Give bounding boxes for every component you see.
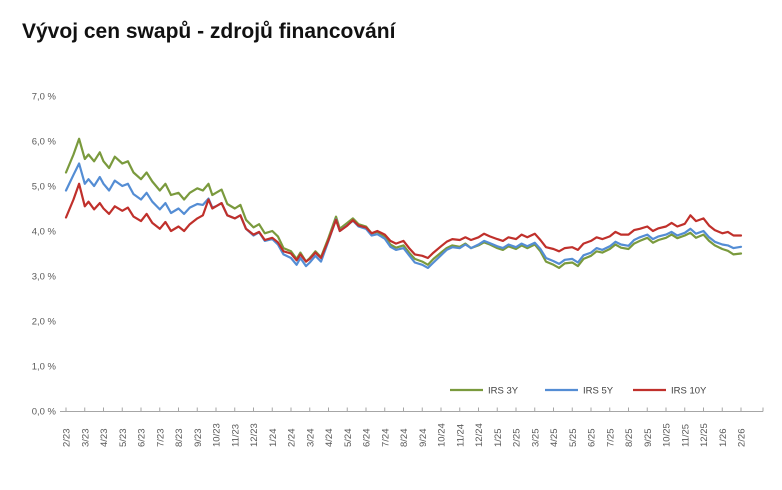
x-axis-label: 7/23: [155, 429, 166, 448]
legend-label-irs-5y: IRS 5Y: [583, 386, 614, 397]
x-axis-label: 4/24: [324, 429, 335, 448]
x-axis-label: 11/24: [455, 424, 466, 447]
legend-label-irs-10y: IRS 10Y: [671, 386, 707, 397]
x-axis-label: 3/24: [305, 429, 316, 448]
x-axis-label: 6/25: [587, 429, 598, 448]
x-axis-label: 2/26: [737, 429, 748, 448]
x-axis-label: 1/24: [268, 429, 279, 448]
x-axis-label: 10/23: [212, 423, 223, 447]
x-axis-label: 9/23: [193, 429, 204, 448]
y-axis-label: 3,0 %: [32, 272, 57, 283]
y-axis-label: 7,0 %: [32, 92, 57, 103]
x-axis-label: 10/24: [437, 423, 448, 447]
series-line-irs-10y: [64, 182, 743, 263]
x-axis-label: 3/25: [530, 429, 541, 448]
x-axis-label: 5/23: [118, 429, 129, 448]
x-axis-label: 7/25: [605, 429, 616, 448]
x-axis-label: 4/23: [99, 429, 110, 448]
x-axis-label: 11/25: [680, 424, 691, 447]
x-axis-label: 6/23: [137, 429, 148, 448]
x-axis-label: 1/25: [493, 429, 504, 448]
x-axis-label: 2/24: [287, 429, 298, 448]
x-axis-label: 3/23: [80, 429, 91, 448]
x-axis-label: 10/25: [662, 423, 673, 447]
x-axis-label: 12/25: [699, 423, 710, 447]
y-axis-label: 5,0 %: [32, 182, 57, 193]
x-axis-label: 12/24: [474, 423, 485, 447]
x-axis-label: 5/24: [343, 429, 354, 448]
y-axis-label: 6,0 %: [32, 137, 57, 148]
y-axis-label: 4,0 %: [32, 227, 57, 238]
x-axis-label: 1/26: [718, 429, 729, 448]
x-axis-label: 4/25: [549, 429, 560, 448]
series-line-irs-3y: [64, 137, 743, 269]
x-axis-label: 11/23: [230, 424, 241, 447]
x-axis-label: 9/25: [643, 429, 654, 448]
x-axis-label: 8/23: [174, 429, 185, 448]
y-axis-label: 1,0 %: [32, 362, 57, 373]
x-axis-label: 7/24: [380, 429, 391, 448]
legend-label-irs-3y: IRS 3Y: [488, 386, 519, 397]
y-axis-label: 0,0 %: [32, 407, 57, 418]
x-axis-label: 8/24: [399, 429, 410, 448]
y-axis-label: 2,0 %: [32, 317, 57, 328]
x-axis-label: 6/24: [362, 429, 373, 448]
series-line-irs-5y: [64, 162, 743, 269]
x-axis-label: 12/23: [249, 423, 260, 447]
x-axis-label: 9/24: [418, 429, 429, 448]
x-axis-label: 8/25: [624, 429, 635, 448]
page-title: Vývoj cen swapů - zdrojů financování: [22, 20, 396, 43]
x-axis-label: 5/25: [568, 429, 579, 448]
x-axis-label: 2/25: [512, 429, 523, 448]
x-axis-label: 2/23: [62, 429, 73, 448]
